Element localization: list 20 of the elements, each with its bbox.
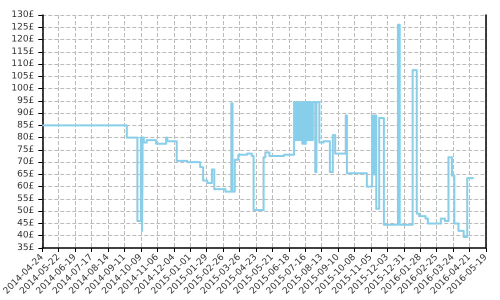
y-tick-label: 110£ xyxy=(11,59,34,70)
y-tick-label: 90£ xyxy=(17,108,34,118)
y-tick-label: 95£ xyxy=(17,96,34,106)
y-tick-label: 70£ xyxy=(17,157,34,168)
y-tick-label: 120£ xyxy=(11,34,34,45)
y-tick-label: 80£ xyxy=(17,132,34,143)
y-tick-label: 50£ xyxy=(17,206,34,216)
y-tick-label: 45£ xyxy=(17,218,34,228)
y-tick-label: 60£ xyxy=(17,182,34,192)
y-tick-label: 130£ xyxy=(11,10,34,20)
y-tick-label: 40£ xyxy=(17,230,34,241)
y-tick-label: 100£ xyxy=(11,84,34,94)
y-tick-label: 35£ xyxy=(17,243,34,253)
y-tick-label: 55£ xyxy=(17,194,34,204)
y-tick-label: 65£ xyxy=(17,169,34,180)
y-tick-label: 105£ xyxy=(11,71,34,82)
y-tick-label: 115£ xyxy=(11,46,34,57)
y-tick-label: 85£ xyxy=(17,120,34,130)
y-tick-label: 75£ xyxy=(17,144,34,155)
y-tick-label: 125£ xyxy=(11,22,34,32)
